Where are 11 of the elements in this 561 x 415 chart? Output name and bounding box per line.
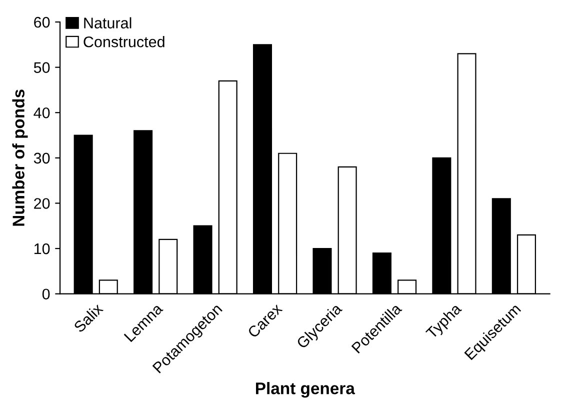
y-tick-label: 20 [34, 198, 50, 209]
y-tick-label: 50 [34, 62, 50, 73]
legend-label: Natural [84, 17, 132, 28]
x-axis-title: Plant genera [256, 382, 356, 398]
y-axis-title: Number of ponds [12, 90, 28, 226]
y-tick-label: 60 [34, 16, 50, 28]
y-tick-label: 30 [34, 152, 50, 164]
legend-label: Constructed [84, 36, 164, 48]
y-tick-label: 10 [34, 243, 50, 254]
y-tick-label: 40 [34, 107, 50, 118]
y-tick-label: 0 [42, 288, 50, 300]
